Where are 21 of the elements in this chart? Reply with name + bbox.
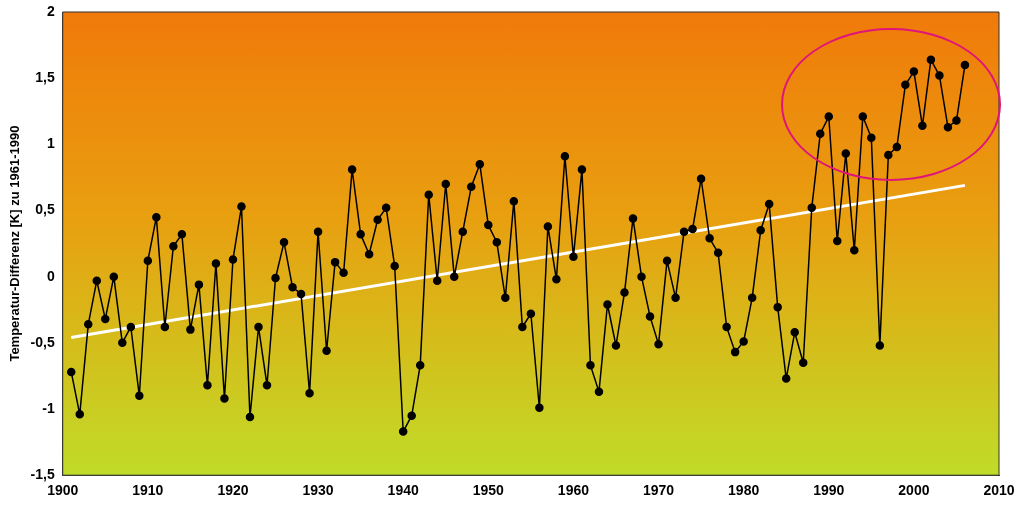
x-tick-label: 1910 [132, 482, 164, 499]
x-tick-label: 1960 [557, 482, 590, 499]
x-tick-label: 2000 [898, 482, 930, 499]
y-axis-title: Temperatur-Differenz [K] zu 1961-1990 [7, 125, 23, 362]
x-tick-label: 1900 [47, 482, 79, 499]
x-tick-label: 1920 [217, 482, 249, 499]
x-tick-label: 1930 [302, 482, 334, 499]
x-tick-label: 2010 [983, 482, 1015, 499]
y-tick-label: 0,5 [35, 201, 55, 218]
x-tick-label: 1950 [472, 482, 505, 499]
y-tick-label: 0 [46, 267, 55, 284]
y-tick-label: -0,5 [30, 333, 55, 350]
x-tick-label: 1980 [728, 482, 760, 499]
x-tick-label: 1970 [642, 482, 675, 499]
y-tick-label: 2 [46, 2, 55, 19]
x-tick-label: 1990 [813, 482, 845, 499]
x-tick-label: 1940 [387, 482, 419, 499]
y-tick-label: -1 [42, 399, 55, 416]
y-tick-label: 1,5 [35, 69, 55, 86]
y-tick-label: 1 [46, 135, 55, 152]
y-tick-label: -1,5 [30, 466, 55, 483]
